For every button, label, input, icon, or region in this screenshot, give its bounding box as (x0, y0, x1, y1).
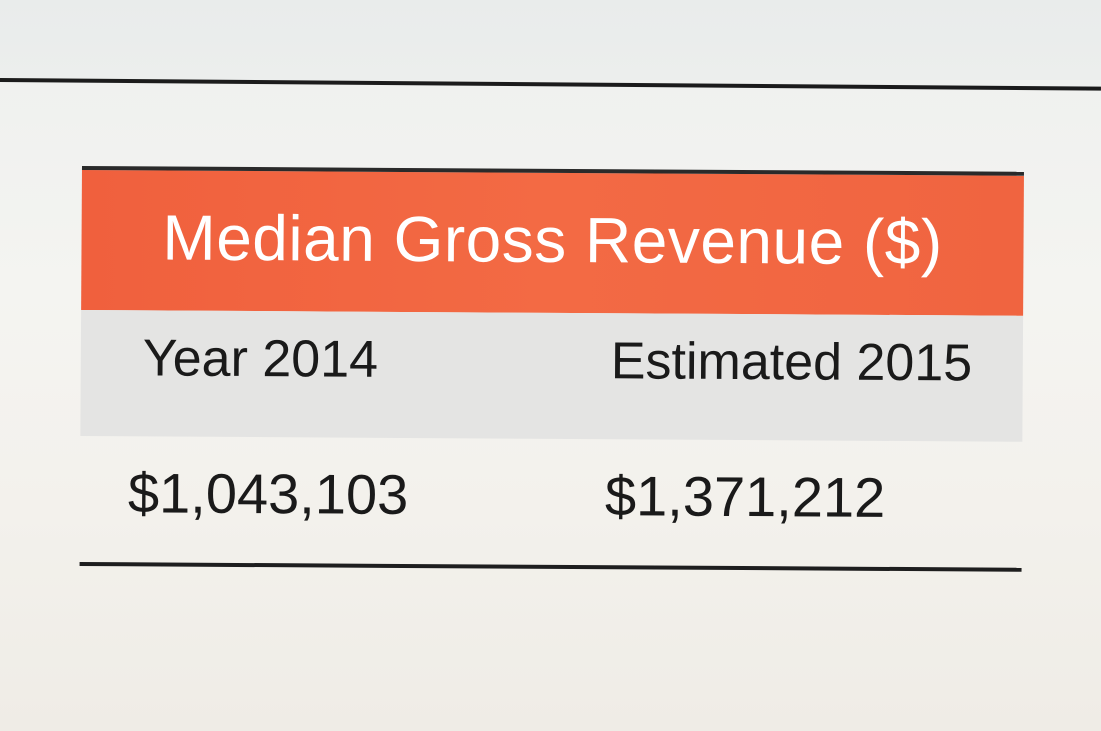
revenue-table: Median Gross Revenue ($) Year 2014 Estim… (79, 166, 1024, 572)
top-band (0, 0, 1101, 80)
table-row: $1,043,103 $1,371,212 (80, 436, 1023, 568)
column-header-2015: Estimated 2015 (610, 332, 973, 393)
column-header-2014: Year 2014 (142, 329, 379, 389)
table-header: Median Gross Revenue ($) (81, 166, 1024, 316)
value-2014: $1,043,103 (127, 460, 409, 526)
table-title: Median Gross Revenue ($) (162, 201, 943, 279)
column-header-row: Year 2014 Estimated 2015 (80, 309, 1024, 442)
value-2015: $1,371,212 (604, 463, 886, 529)
